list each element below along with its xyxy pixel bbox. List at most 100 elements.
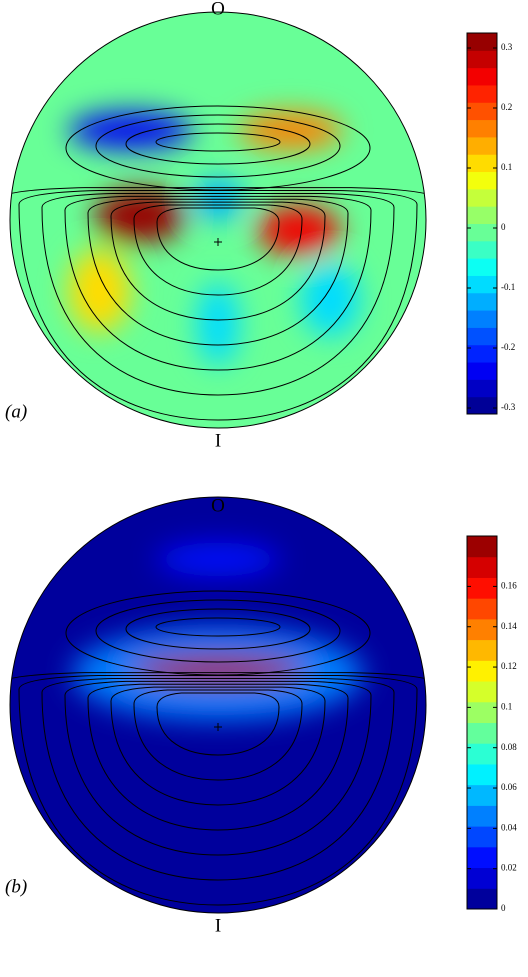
- colorbar-tick-label: 0.1: [501, 162, 512, 172]
- colorbar-tick-label: 0: [501, 903, 506, 913]
- field: [10, 12, 426, 428]
- colorbar-band: [467, 223, 497, 242]
- contour-line: [41, 677, 395, 881]
- contour-line: [87, 198, 349, 346]
- contour-line: [156, 692, 280, 756]
- field-feature: [68, 249, 131, 333]
- contour-line: [65, 590, 371, 676]
- colorbar-band: [467, 119, 497, 138]
- colorbar-tick-label: 0.04: [501, 822, 517, 832]
- colorbar-band: [467, 701, 497, 723]
- colorbar-band: [467, 598, 497, 620]
- contours: [10, 105, 426, 428]
- contour-line: [64, 195, 372, 371]
- colorbar-band: [467, 33, 497, 51]
- colorbar-band: [467, 154, 497, 173]
- colorbar-tick-label: 0.16: [501, 580, 517, 590]
- colorbar-tick-label: -0.3: [501, 402, 516, 412]
- colorbar-band: [467, 536, 497, 558]
- field-feature: [68, 111, 194, 150]
- contour-line: [133, 689, 303, 781]
- field-feature: [155, 542, 281, 577]
- colorbar-band: [467, 67, 497, 86]
- contour-line: [125, 608, 311, 650]
- contour-line: [65, 105, 371, 191]
- bottom-label: I: [215, 915, 221, 936]
- colorbar-band: [467, 240, 497, 259]
- contour-line: [41, 192, 395, 396]
- colorbar-band: [467, 275, 497, 294]
- contour-line: [64, 680, 372, 856]
- disk-outline: [9, 496, 427, 914]
- colorbar-tick-label: 0.2: [501, 102, 512, 112]
- contour-line: [18, 675, 418, 906]
- colorbar-band: [467, 206, 497, 224]
- contour-line: [156, 207, 280, 271]
- field-feature: [301, 261, 360, 337]
- center-cross: [214, 238, 222, 246]
- colorbar-band: [467, 743, 497, 765]
- disk-outline: [9, 11, 427, 429]
- colorbar-band: [467, 888, 497, 910]
- colorbar-band: [467, 805, 497, 827]
- colorbar-frame: [466, 32, 498, 415]
- center-cross: [214, 723, 222, 731]
- colorbar-band: [467, 171, 497, 190]
- panel-label: (b): [5, 876, 27, 897]
- top-label: O: [211, 495, 225, 516]
- colorbar-band: [467, 618, 497, 641]
- colorbar-band: [467, 396, 497, 415]
- contour-line: [95, 114, 341, 178]
- colorbar-band: [467, 826, 497, 848]
- bottom-label: I: [215, 430, 221, 451]
- top-label: O: [211, 0, 225, 19]
- colorbar-band: [467, 379, 497, 398]
- colorbar-tick-label: 0.08: [501, 742, 517, 752]
- colorbar-band: [467, 639, 497, 661]
- field: [10, 497, 426, 913]
- colorbar-tick-label: 0.06: [501, 782, 517, 792]
- colorbar-band: [467, 50, 497, 69]
- colorbar-tick-label: 0.3: [501, 42, 513, 52]
- colorbar-tick-label: 0: [501, 222, 506, 232]
- colorbar-band: [467, 136, 497, 155]
- colorbar-band: [467, 722, 497, 744]
- colorbar-band: [467, 660, 497, 682]
- field-background: [10, 12, 426, 428]
- contour-line: [155, 132, 281, 152]
- contour-line: [87, 683, 349, 831]
- colorbar-band: [467, 292, 497, 311]
- colorbar-tick-label: 0.02: [501, 863, 517, 873]
- colorbar-band: [467, 846, 497, 869]
- colorbar-band: [467, 867, 497, 889]
- contour-line: [110, 201, 326, 321]
- contour-line: [133, 204, 303, 296]
- colorbar-tick-label: 0.1: [501, 701, 512, 711]
- colorbar-band: [467, 188, 497, 207]
- field-features: [72, 542, 364, 720]
- colorbar-band: [467, 258, 497, 276]
- contour-line: [18, 190, 418, 421]
- colorbar-band: [467, 84, 497, 103]
- colorbar-band: [467, 327, 497, 346]
- field-feature: [238, 111, 343, 150]
- contour-line: [155, 617, 281, 637]
- colorbar-band: [467, 344, 497, 363]
- colorbar-frame: [466, 535, 498, 910]
- colorbar-tick-label: -0.1: [501, 282, 515, 292]
- contour-line: [110, 686, 326, 806]
- field-feature: [130, 655, 306, 685]
- colorbar-band: [467, 681, 497, 703]
- colorbar-tick-label: 0.12: [501, 661, 517, 671]
- panel-label: (a): [5, 401, 27, 422]
- colorbar-band: [467, 763, 497, 786]
- colorbar-band: [467, 310, 497, 328]
- field-features: [68, 111, 360, 366]
- colorbar-tick-label: 0.14: [501, 621, 517, 631]
- colorbar-band: [467, 784, 497, 806]
- contour-line: [95, 599, 341, 663]
- colorbar-band: [467, 577, 497, 599]
- contour-line: [125, 123, 311, 165]
- colorbar-band: [467, 102, 497, 121]
